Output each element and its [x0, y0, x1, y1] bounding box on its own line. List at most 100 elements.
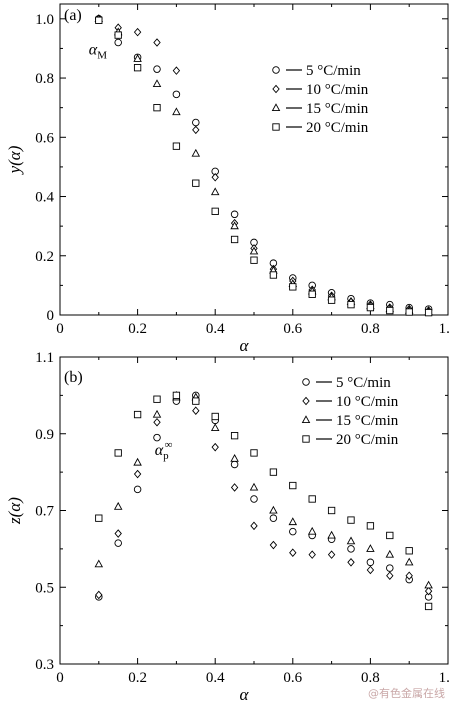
- data-point: [288, 517, 298, 526]
- x-tick-label: 0: [56, 321, 64, 337]
- series-circle: [95, 15, 433, 313]
- x-tick-label: 0.4: [206, 670, 225, 686]
- data-point: [153, 38, 161, 47]
- data-point: [153, 433, 161, 442]
- data-point: [289, 283, 297, 291]
- data-point: [133, 469, 142, 479]
- data-point: [172, 66, 181, 75]
- data-point: [386, 306, 394, 315]
- y-tick-label: 0.3: [35, 657, 54, 673]
- data-point: [347, 545, 355, 553]
- data-point: [211, 442, 219, 452]
- data-point: [95, 514, 103, 522]
- data-point: [269, 468, 278, 476]
- data-point: [386, 564, 394, 572]
- data-point: [386, 531, 394, 540]
- x-axis-label: α: [240, 336, 250, 355]
- data-point: [230, 432, 239, 440]
- legend-entry: 5 °C/min: [336, 375, 391, 391]
- data-point: [172, 142, 181, 150]
- y-axis-label: y(α): [5, 145, 24, 175]
- data-point: [424, 580, 433, 589]
- annotation-superscript: ∞: [165, 439, 173, 451]
- data-point: [308, 495, 316, 503]
- legend-entry: 10 °C/min: [336, 394, 399, 410]
- data-point: [424, 308, 433, 317]
- data-point: [250, 449, 258, 457]
- data-point: [94, 559, 104, 568]
- data-point: [230, 483, 239, 492]
- data-point: [424, 602, 433, 611]
- data-point: [366, 558, 375, 567]
- x-tick-label: 0.4: [206, 321, 225, 337]
- data-point: [230, 210, 239, 219]
- data-point: [289, 481, 297, 490]
- data-point: [114, 529, 122, 538]
- series-square: [95, 391, 433, 611]
- data-point: [366, 565, 375, 575]
- legend-marker: [301, 415, 311, 424]
- data-point: [210, 423, 220, 432]
- x-tick-label: 0.2: [128, 670, 147, 686]
- plot-frame: [59, 3, 449, 316]
- data-point: [192, 118, 200, 127]
- legend-marker: [272, 84, 280, 94]
- data-point: [386, 571, 394, 581]
- data-point: [249, 482, 259, 491]
- series-triangle: [94, 14, 433, 316]
- legend-marker: [302, 378, 310, 386]
- data-point: [133, 27, 142, 37]
- data-point: [172, 391, 181, 400]
- data-point: [191, 148, 201, 157]
- series-square: [95, 16, 433, 317]
- y-tick-label: 0.4: [35, 190, 54, 206]
- legend-entry: 15 °C/min: [306, 101, 369, 117]
- legend-marker: [271, 103, 281, 112]
- legend-entry: 10 °C/min: [306, 82, 369, 98]
- data-point: [366, 303, 375, 312]
- data-point: [307, 526, 317, 535]
- annotation-label: αM: [89, 41, 107, 61]
- data-point: [289, 548, 297, 558]
- data-point: [230, 460, 239, 469]
- x-tick-label: 0.8: [361, 321, 380, 337]
- data-point: [133, 410, 142, 419]
- data-point: [327, 506, 336, 515]
- data-point: [114, 449, 122, 457]
- annotation-label: αp∞: [155, 439, 173, 462]
- annotation-subscript: p: [163, 450, 169, 462]
- data-point: [114, 31, 122, 39]
- x-tick-label: 0: [56, 670, 64, 686]
- y-tick-label: 0.2: [35, 249, 54, 265]
- y-tick-label: 0.9: [35, 427, 54, 443]
- legend-entry: 20 °C/min: [306, 120, 369, 136]
- data-point: [192, 125, 200, 135]
- legend-marker: [302, 435, 310, 443]
- data-point: [250, 521, 258, 531]
- data-point: [211, 207, 219, 215]
- data-point: [95, 590, 103, 600]
- data-point: [405, 547, 413, 555]
- data-point: [250, 256, 258, 264]
- data-point: [269, 271, 278, 279]
- data-point: [172, 107, 181, 116]
- data-point: [133, 54, 142, 62]
- y-tick-label: 1.1: [35, 350, 54, 366]
- data-point: [192, 397, 200, 405]
- data-point: [152, 409, 162, 418]
- x-tick-label: 0.6: [283, 670, 302, 686]
- legend-entry: 5 °C/min: [306, 63, 361, 79]
- x-tick-label: 0.2: [128, 321, 147, 337]
- y-tick-label: 1.0: [35, 12, 54, 28]
- y-tick-label: 0.5: [35, 580, 54, 596]
- data-point: [210, 187, 220, 196]
- data-point: [230, 221, 239, 230]
- data-point: [133, 457, 142, 466]
- data-point: [327, 530, 336, 539]
- data-point: [327, 550, 336, 559]
- y-tick-label: 0.7: [35, 504, 54, 520]
- data-point: [133, 485, 142, 494]
- data-point: [269, 505, 278, 514]
- data-point: [192, 406, 200, 416]
